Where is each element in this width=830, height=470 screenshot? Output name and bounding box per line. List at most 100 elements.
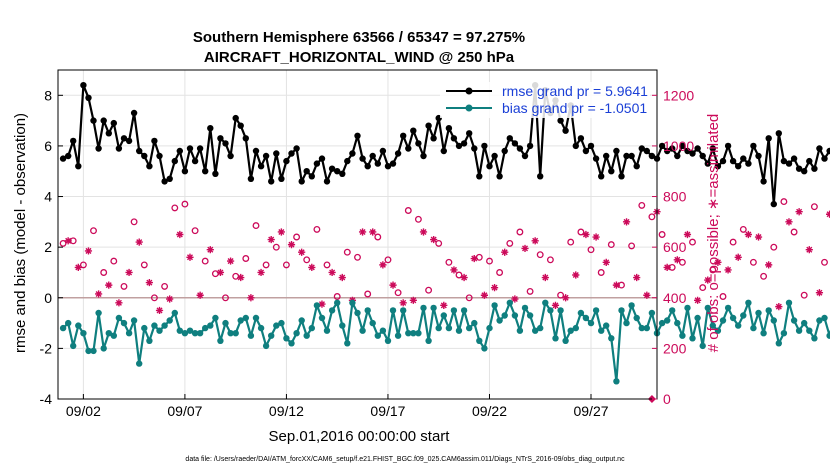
rmse-point-82 [476,173,483,180]
rmse-point-106 [598,173,605,180]
obs-assimilated-point-12 [186,253,194,261]
rmse-point-80 [466,130,473,137]
rmse-point-69 [410,127,417,134]
rmse-point-79 [460,140,468,147]
obs-assimilated-point-16 [226,257,235,265]
rmse-point-88 [506,135,513,142]
bias-point-13 [125,330,133,337]
rmse-point-66 [394,150,402,157]
rmse-point-57 [349,150,356,157]
obs-assimilated-point-69 [765,261,773,269]
obs-assimilated-point-6 [125,268,133,277]
obs-assimilated-point-55 [622,218,631,226]
bias-point-40 [262,342,270,350]
obs-assimilated-point-36 [430,235,438,244]
rmse-point-101 [572,142,579,150]
obs-assimilated-point-29 [358,228,367,236]
rmse-point-146 [801,168,808,175]
bias-point-67 [400,307,407,314]
x-tick-label-4: 09/22 [472,403,507,419]
obs-possible-point-43 [496,269,504,276]
bias-point-43 [278,319,285,327]
rmse-point-64 [384,163,392,170]
bias-point-145 [795,327,803,334]
obs-assimilated-point-19 [257,268,265,277]
chart-subtitle: AIRCRAFT_HORIZONTAL_WIND @ 250 hPa [204,49,515,66]
bias-point-20 [161,322,168,329]
obs-assimilated-point-15 [216,268,225,277]
obs-assimilated-point-49 [562,294,570,302]
bias-point-98 [557,307,564,314]
y-left-tick-label-6: 8 [44,87,52,103]
bias-point-1 [65,319,72,327]
bias-point-88 [506,299,513,306]
bias-point-100 [567,327,574,334]
bias-point-116 [648,309,656,317]
obs-assimilated-point-61 [683,230,692,239]
bias-point-130 [719,317,727,324]
rmse-point-53 [328,165,336,172]
rmse-point-137 [755,152,762,160]
rmse-point-84 [486,163,493,170]
rmse-point-11 [115,145,123,152]
obs-possible-point-56 [628,242,636,250]
obs-assimilated-point-3 [95,290,103,298]
rmse-point-108 [608,168,615,175]
bias-point-27 [196,330,204,337]
bias-point-77 [450,307,458,314]
rmse-point-104 [587,142,595,150]
obs-possible-point-67 [739,225,747,233]
rmse-point-118 [658,142,666,150]
rmse-point-112 [628,152,635,160]
rmse-point-130 [719,157,727,165]
rmse-point-43 [278,175,285,182]
rmse-point-92 [526,142,534,150]
bias-point-12 [120,319,128,327]
rmse-point-148 [811,165,818,172]
rmse-point-10 [110,119,118,127]
bias-point-74 [435,324,442,332]
rmse-point-61 [369,152,376,160]
rmse-point-144 [790,155,798,162]
obs-possible-point-5 [110,257,118,265]
bias-point-120 [669,307,676,314]
obs-assimilated-point-48 [551,301,560,309]
bias-point-135 [745,299,752,306]
bias-point-69 [410,330,417,337]
obs-possible-point-46 [526,287,534,295]
bias-point-85 [491,302,498,309]
bias-point-68 [405,330,412,337]
rmse-point-75 [440,147,447,155]
obs-possible-point-45 [516,228,524,236]
obs-possible-point-48 [546,256,554,264]
obs-possible-point-59 [658,231,666,238]
bias-point-37 [247,332,255,339]
obs-assimilated-point-67 [744,230,752,239]
obs-possible-point-27 [333,293,341,300]
y-left-tick-label-5: 6 [44,138,52,154]
rmse-point-20 [161,178,168,185]
bias-point-71 [420,304,427,312]
bias-point-79 [460,307,468,314]
rmse-point-141 [775,130,782,137]
plot-frame [57,69,658,400]
obs-assimilated-point-43 [501,248,509,256]
obs-possible-point-44 [506,239,514,247]
bias-point-149 [816,317,823,324]
rmse-point-67 [400,132,407,139]
y-axis-left-label: rmse and bias (model - observation) [12,113,29,353]
bias-point-54 [334,299,341,306]
obs-assimilated-point-26 [328,268,336,277]
bias-point-95 [542,299,549,306]
rmse-point-51 [318,155,326,162]
obs-possible-point-13 [191,227,199,235]
rmse-point-40 [262,152,270,160]
bias-point-121 [674,319,681,327]
obs-assimilated-point-45 [521,244,529,253]
rmse-point-115 [643,147,650,155]
obs-possible-point-9 [150,294,158,302]
bias-point-76 [445,324,453,332]
obs-assimilated-point-21 [277,228,285,236]
